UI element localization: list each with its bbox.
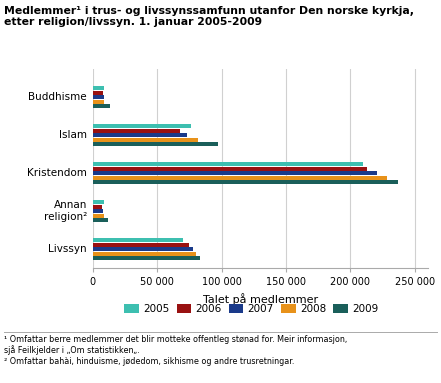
Text: Medlemmer¹ i trus- og livssynssamfunn utanfor Den norske kyrkja,: Medlemmer¹ i trus- og livssynssamfunn ut… — [4, 6, 415, 16]
Bar — [93, 256, 200, 260]
Bar — [93, 247, 193, 251]
Bar — [93, 91, 103, 95]
Bar — [93, 242, 189, 247]
Bar — [93, 167, 367, 171]
Bar — [93, 214, 104, 218]
Text: sjå Feilkjelder i „Om statistikken„.: sjå Feilkjelder i „Om statistikken„. — [4, 345, 140, 355]
Bar — [93, 252, 196, 256]
Legend: 2005, 2006, 2007, 2008, 2009: 2005, 2006, 2007, 2008, 2009 — [120, 300, 383, 318]
Text: etter religion/livssyn. 1. januar 2005-2009: etter religion/livssyn. 1. januar 2005-2… — [4, 17, 262, 27]
Bar — [93, 162, 363, 166]
Bar — [93, 238, 183, 242]
Bar — [93, 129, 180, 133]
Bar — [93, 86, 104, 90]
Bar — [93, 176, 386, 180]
Text: ¹ Omfattar berre medlemmer det blir motteke offentleg stønad for. Meir informasj: ¹ Omfattar berre medlemmer det blir mott… — [4, 335, 348, 344]
Bar — [93, 209, 103, 213]
Bar — [93, 133, 187, 137]
Bar — [93, 218, 108, 222]
Bar — [93, 95, 104, 100]
Bar — [93, 105, 110, 108]
Bar — [93, 205, 101, 209]
Bar — [93, 180, 398, 184]
Bar — [93, 200, 104, 204]
X-axis label: Talet på medlemmer: Talet på medlemmer — [202, 293, 318, 304]
Bar — [93, 138, 198, 142]
Bar — [93, 100, 104, 104]
Bar — [93, 124, 191, 128]
Bar — [93, 171, 377, 175]
Text: ² Omfattar bahài, hinduisme, jødedom, sikhisme og andre trusretningar.: ² Omfattar bahài, hinduisme, jødedom, si… — [4, 357, 295, 366]
Bar — [93, 142, 218, 146]
